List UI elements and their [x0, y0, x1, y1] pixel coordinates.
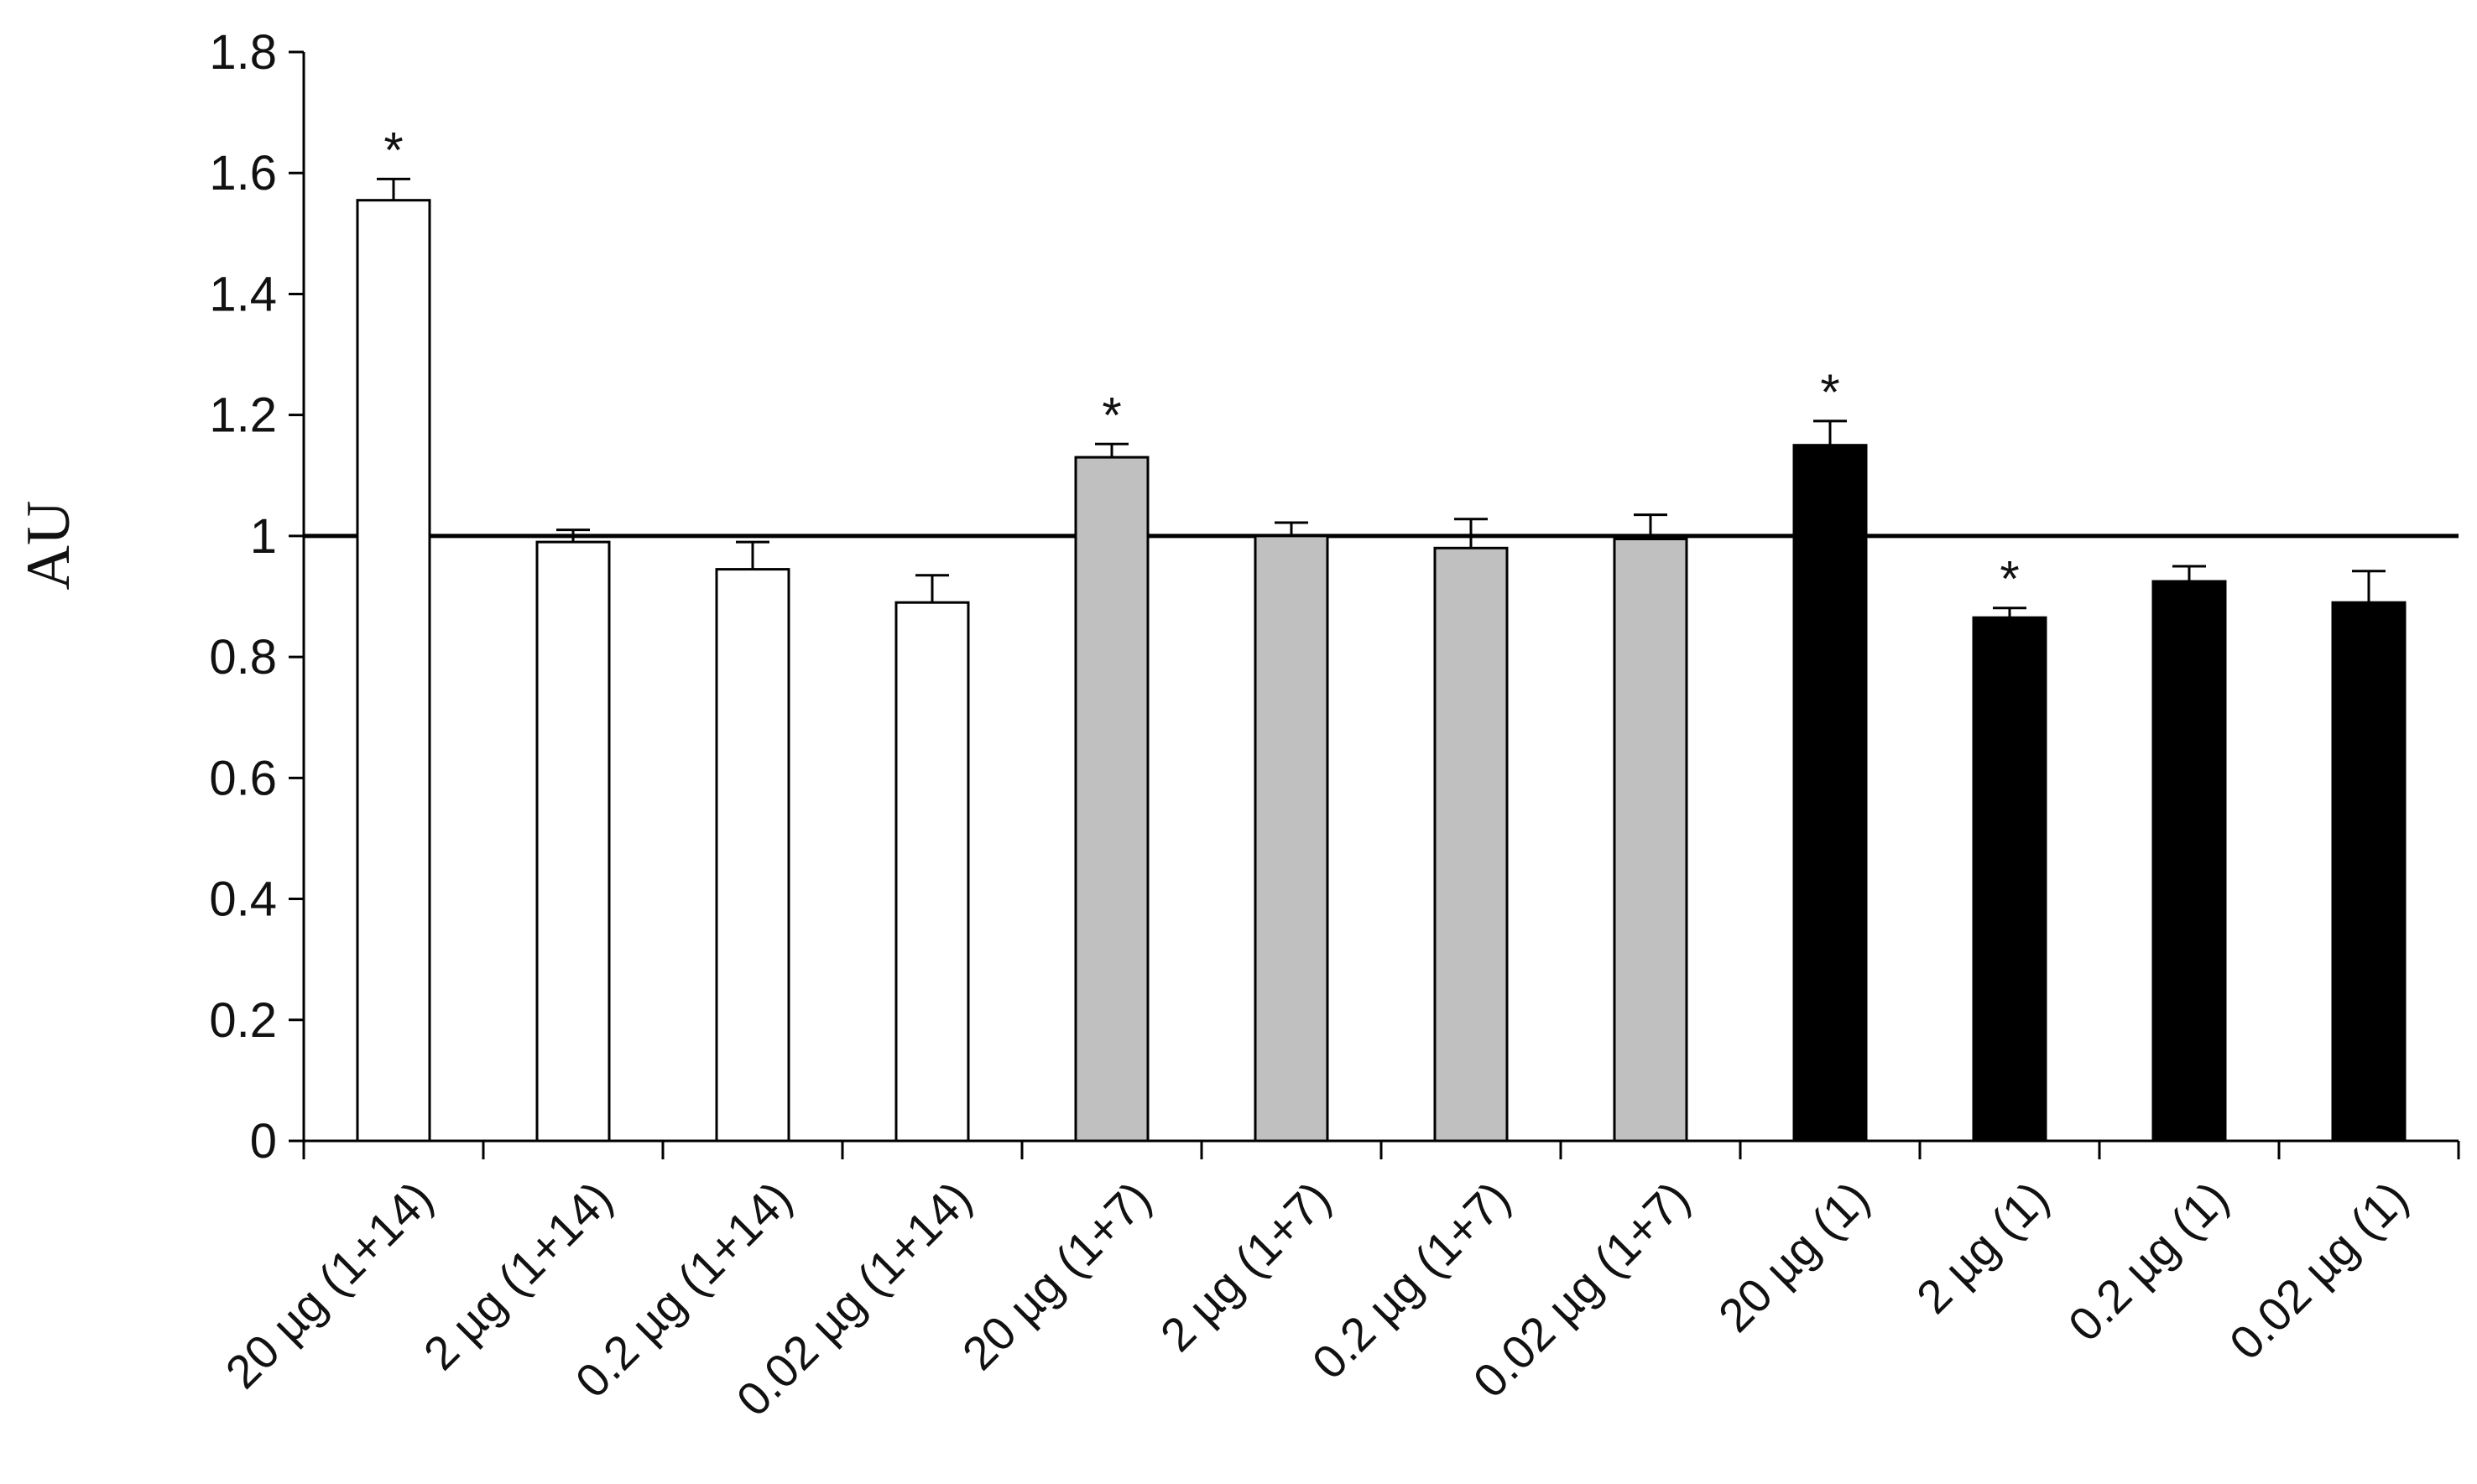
x-tick-labels-group: 20 µg (1+14)2 µg (1+14)0.2 µg (1+14)0.02… — [215, 1171, 2417, 1426]
error-bar-8 — [1634, 513, 1667, 539]
y-tick-label-6: 1.2 — [209, 388, 277, 443]
bar-8 — [1613, 538, 1688, 1143]
significance-marker-9: * — [1820, 364, 1839, 420]
bar-6 — [1254, 534, 1329, 1143]
bar-7 — [1433, 546, 1509, 1143]
bar-9 — [1792, 444, 1868, 1143]
significance-markers-group: * * * * — [383, 122, 2019, 607]
bar-11 — [2151, 580, 2227, 1143]
error-bar-4 — [915, 574, 949, 603]
error-bar-10 — [1993, 607, 2026, 618]
y-tick-label-5: 1 — [250, 509, 277, 564]
error-bar-12 — [2352, 570, 2386, 603]
significance-marker-5: * — [1102, 387, 1121, 443]
y-tick-labels-group: 0 0.2 0.4 0.6 0.8 1 1.2 1.4 1.6 1.8 — [209, 25, 277, 1169]
error-bar-3 — [736, 540, 769, 570]
axes-group — [289, 50, 2460, 1159]
significance-marker-10: * — [2000, 551, 2019, 607]
y-tick-label-4: 0.8 — [209, 630, 277, 685]
y-tick-label-2: 0.4 — [209, 872, 277, 927]
y-tick-label-1: 0.2 — [209, 993, 277, 1048]
x-tick-label-12: 0.02 µg (1) — [2219, 1171, 2418, 1370]
x-tick-label-5: 20 µg (1+7) — [952, 1171, 1161, 1380]
y-axis-title: AU — [14, 501, 83, 591]
error-bar-11 — [2172, 565, 2206, 581]
error-bar-2 — [556, 529, 590, 543]
error-bar-6 — [1275, 521, 1308, 536]
error-bars-group — [377, 177, 2386, 618]
significance-marker-1: * — [383, 122, 403, 178]
bar-12 — [2331, 601, 2407, 1143]
bar-2 — [535, 540, 611, 1143]
bar-4 — [894, 601, 970, 1143]
x-tick-label-6: 2 µg (1+7) — [1150, 1171, 1341, 1362]
y-tick-label-9: 1.8 — [209, 25, 277, 80]
x-tick-label-11: 0.2 µg (1) — [2058, 1171, 2239, 1351]
bars-group — [356, 199, 2407, 1143]
x-tick-label-1: 20 µg (1+14) — [215, 1171, 442, 1398]
y-tick-label-3: 0.6 — [209, 751, 277, 805]
bar-10 — [1972, 616, 2047, 1143]
y-tick-label-8: 1.6 — [209, 146, 277, 200]
error-bar-9 — [1813, 419, 1847, 445]
bar-3 — [715, 568, 790, 1143]
error-bar-7 — [1454, 518, 1488, 549]
x-tick-label-9: 20 µg (1) — [1708, 1171, 1880, 1342]
y-tick-label-0: 0 — [250, 1114, 277, 1169]
y-tick-label-7: 1.4 — [209, 267, 277, 321]
bar-1 — [356, 199, 431, 1143]
x-tick-label-10: 2 µg (1) — [1906, 1171, 2059, 1324]
error-bar-1 — [377, 177, 410, 200]
error-bar-5 — [1095, 442, 1129, 458]
bar-5 — [1074, 456, 1150, 1143]
